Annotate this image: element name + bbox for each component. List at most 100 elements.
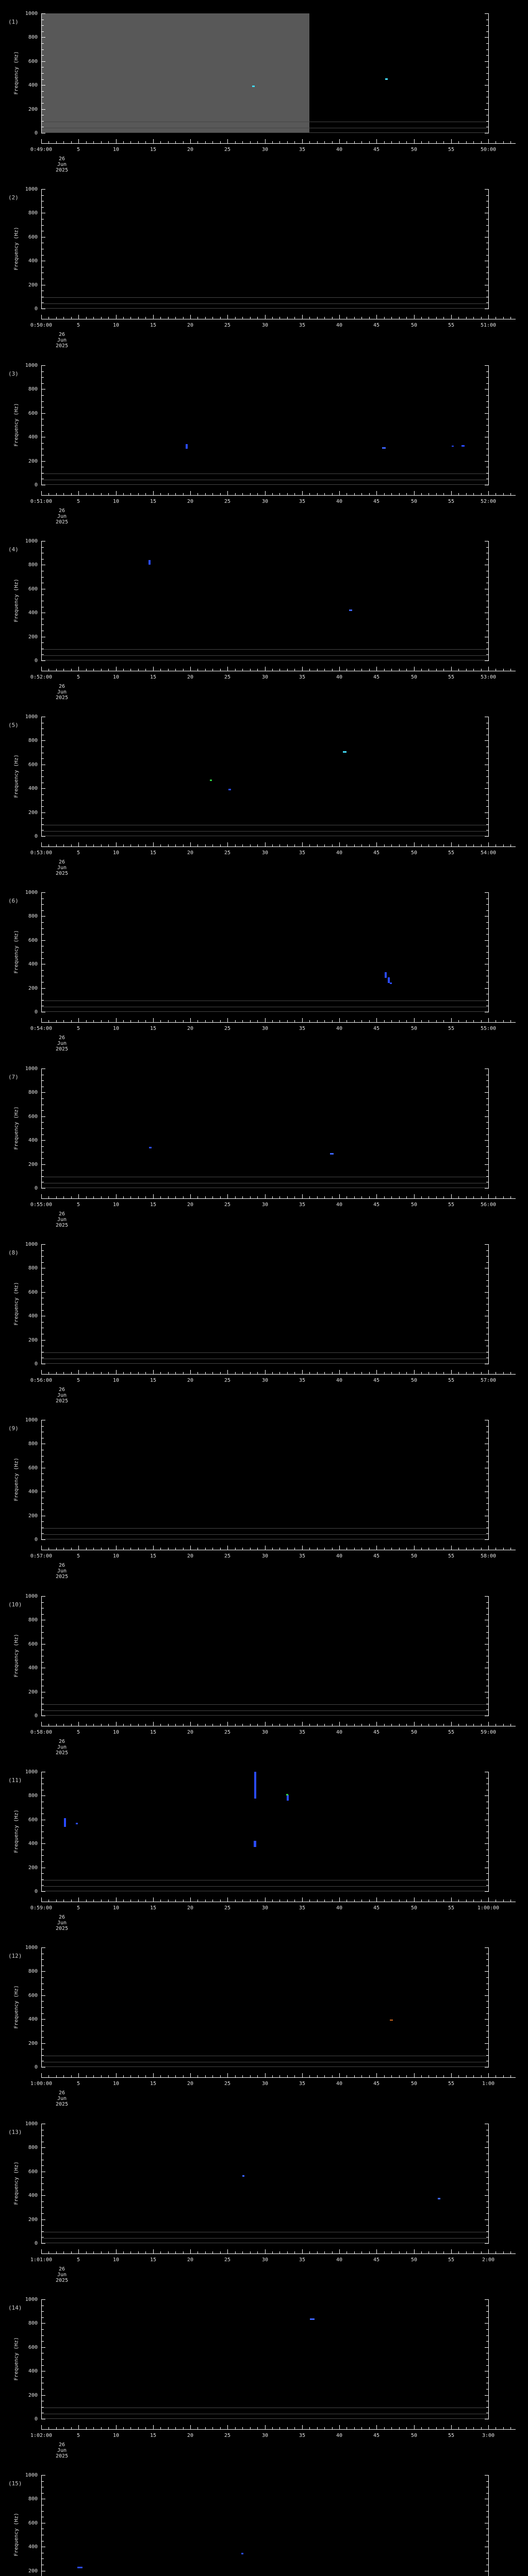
x-tick-label: 20 xyxy=(187,2433,194,2438)
x-tick xyxy=(369,1900,370,1902)
x-tick-label: 35 xyxy=(299,674,306,680)
x-tick xyxy=(190,2073,191,2077)
date-year-label: 2025 xyxy=(55,1926,69,1931)
x-tick xyxy=(421,1724,422,1726)
y-tick-label: 200 xyxy=(28,107,38,112)
date-month-label: Jun xyxy=(57,2272,67,2278)
x-tick xyxy=(86,2427,87,2429)
x-tick xyxy=(63,1548,64,1550)
y-tick xyxy=(486,55,488,56)
y-tick xyxy=(485,461,488,462)
x-tick xyxy=(428,1900,429,1902)
x-tick xyxy=(205,141,206,143)
x-tick xyxy=(309,1900,310,1902)
x-tick xyxy=(48,2427,49,2429)
plot-area xyxy=(41,541,488,660)
x-tick xyxy=(503,1372,504,1374)
y-tick xyxy=(42,2558,44,2559)
x-tick xyxy=(406,1020,407,1022)
signal-mark xyxy=(76,1823,78,1824)
y-tick xyxy=(42,43,44,44)
x-tick xyxy=(175,2075,176,2077)
x-tick xyxy=(235,2075,236,2077)
x-tick xyxy=(56,2251,57,2253)
y-tick xyxy=(42,952,44,953)
x-tick xyxy=(197,1020,198,1022)
x-tick xyxy=(428,1196,429,1198)
y-tick xyxy=(485,2147,488,2148)
x-tick xyxy=(48,1020,49,1022)
y-tick-label: 600 xyxy=(28,411,38,416)
panel-index-label: (12) xyxy=(8,1953,22,1959)
x-tick xyxy=(86,1020,87,1022)
right-axis xyxy=(488,2299,489,2419)
x-tick-label: 55 xyxy=(448,1378,455,1383)
x-tick xyxy=(250,2427,251,2429)
x-tick xyxy=(101,493,102,495)
x-tick xyxy=(227,1546,228,1550)
y-tick xyxy=(42,413,45,414)
x-end-time-label: 59:00 xyxy=(480,1730,497,1735)
x-tick xyxy=(458,1724,459,1726)
x-tick xyxy=(466,493,467,495)
x-start-time-label: 0:57:00 xyxy=(30,1553,53,1559)
x-tick xyxy=(376,1370,377,1374)
x-tick xyxy=(339,1897,340,1902)
x-tick xyxy=(302,1546,303,1550)
y-tick-label: 800 xyxy=(28,1265,38,1271)
x-tick xyxy=(391,1548,392,1550)
x-tick xyxy=(123,1020,124,1022)
date-day-label: 26 xyxy=(58,1035,65,1041)
x-tick xyxy=(86,2251,87,2253)
x-tick xyxy=(384,493,385,495)
y-tick xyxy=(42,824,44,825)
x-tick xyxy=(78,139,79,143)
x-tick xyxy=(376,1546,377,1550)
x-tick-label: 40 xyxy=(336,2433,343,2438)
y-tick xyxy=(485,2019,488,2020)
x-tick xyxy=(451,1018,452,1022)
x-tick-label: 5 xyxy=(76,2257,80,2263)
x-tick xyxy=(153,1370,154,1374)
y-tick xyxy=(42,1176,44,1177)
y-tick xyxy=(486,2511,488,2512)
x-tick xyxy=(399,493,400,495)
y-tick-label: 400 xyxy=(28,1138,38,1143)
y-tick xyxy=(486,395,488,396)
y-tick xyxy=(42,395,44,396)
y-tick-label: 400 xyxy=(28,1665,38,1671)
x-tick xyxy=(361,1548,362,1550)
right-axis xyxy=(488,1069,489,1189)
date-month-label: Jun xyxy=(57,1041,67,1046)
x-tick xyxy=(63,844,64,846)
date-month-label: Jun xyxy=(57,1568,67,1574)
y-tick xyxy=(42,91,44,92)
y-tick xyxy=(42,207,44,208)
x-tick xyxy=(406,1900,407,1902)
y-tick xyxy=(42,1080,44,1081)
x-tick xyxy=(242,2075,243,2077)
y-tick-label: 400 xyxy=(28,434,38,440)
x-axis xyxy=(41,1022,516,1023)
x-tick-label: 35 xyxy=(299,2433,306,2438)
y-tick xyxy=(42,1891,45,1892)
x-tick xyxy=(302,139,303,143)
y-axis xyxy=(41,541,42,661)
y-tick xyxy=(42,624,44,625)
y-tick xyxy=(42,13,45,14)
x-tick xyxy=(116,1370,117,1374)
y-tick xyxy=(42,1188,45,1189)
x-tick xyxy=(227,2073,228,2077)
x-tick xyxy=(414,315,415,319)
x-tick-label: 5 xyxy=(76,1905,80,1911)
x-tick xyxy=(108,1372,109,1374)
y-tick-label: 200 xyxy=(28,1162,38,1167)
x-tick-label: 35 xyxy=(299,2257,306,2263)
x-tick xyxy=(205,1900,206,1902)
x-tick xyxy=(93,669,94,671)
x-tick xyxy=(503,2251,504,2253)
right-axis xyxy=(488,189,489,309)
x-tick xyxy=(436,141,437,143)
y-tick xyxy=(42,1250,44,1251)
x-tick xyxy=(71,1372,72,1374)
